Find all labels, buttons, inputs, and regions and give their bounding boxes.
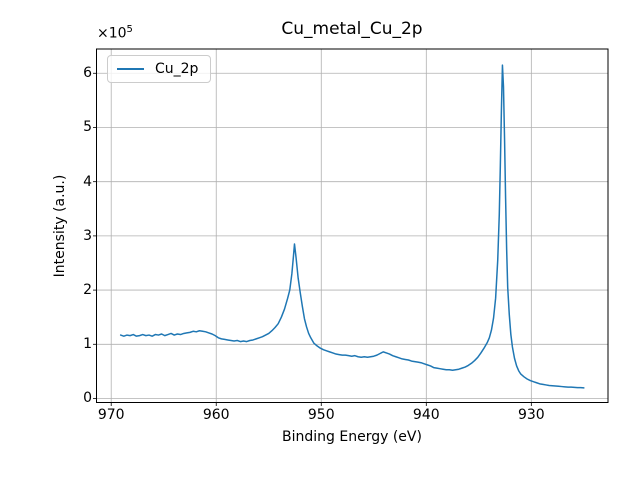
legend-label: Cu_2p — [155, 61, 199, 77]
offset-exponent: 5 — [126, 24, 133, 35]
spectrum-curve — [119, 64, 585, 389]
y-axis-offset-text: ×105 — [97, 24, 133, 42]
axis-ticks — [93, 72, 532, 406]
gridlines — [96, 49, 608, 403]
x-tick-label: 940 — [412, 407, 440, 423]
x-axis-label: Binding Energy (eV) — [282, 429, 422, 445]
offset-base: ×10 — [97, 25, 127, 42]
y-tick-label: 0 — [83, 390, 92, 407]
legend: Cu_2p — [107, 55, 212, 83]
y-tick-label: 6 — [83, 65, 92, 82]
y-tick-label: 2 — [83, 282, 92, 299]
x-tick-label: 970 — [97, 407, 125, 423]
y-tick-label: 1 — [83, 336, 92, 353]
chart-title: Cu_metal_Cu_2p — [281, 19, 423, 39]
axes-frame — [96, 48, 609, 403]
x-tick-label: 960 — [202, 407, 230, 423]
legend-line-sample — [117, 68, 144, 70]
y-tick-label: 4 — [83, 173, 92, 190]
y-tick-label: 3 — [83, 227, 92, 244]
y-axis-label: Intensity (a.u.) — [52, 174, 68, 278]
x-tick-label: 950 — [307, 407, 335, 423]
y-tick-label: 5 — [83, 119, 92, 136]
x-tick-label: 930 — [517, 407, 545, 423]
